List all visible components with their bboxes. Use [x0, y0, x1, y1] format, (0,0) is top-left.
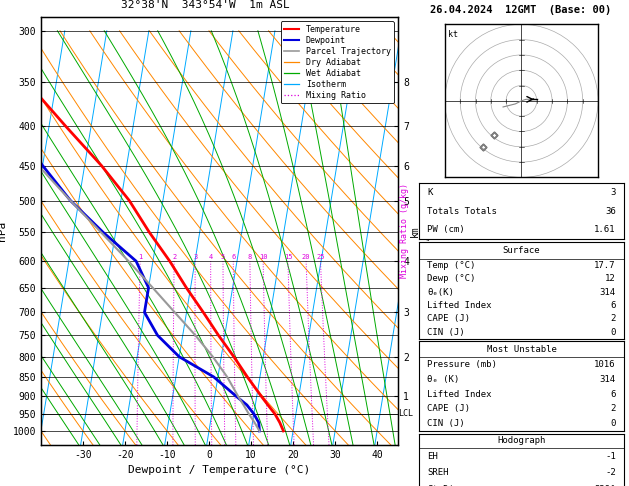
Text: CAPE (J): CAPE (J)	[427, 314, 470, 323]
Text: 6: 6	[231, 254, 235, 260]
Text: 0: 0	[610, 328, 616, 337]
Text: 0: 0	[610, 419, 616, 428]
Text: -1: -1	[605, 451, 616, 461]
Text: 2: 2	[610, 314, 616, 323]
Text: 36: 36	[605, 207, 616, 216]
Text: Dewp (°C): Dewp (°C)	[427, 275, 476, 283]
Text: Temp (°C): Temp (°C)	[427, 261, 476, 270]
Text: 329°: 329°	[594, 485, 616, 486]
Y-axis label: km
ASL: km ASL	[410, 222, 432, 240]
Text: EH: EH	[427, 451, 438, 461]
Text: 12: 12	[605, 275, 616, 283]
X-axis label: Dewpoint / Temperature (°C): Dewpoint / Temperature (°C)	[128, 465, 311, 475]
Text: 8: 8	[248, 254, 252, 260]
Text: CAPE (J): CAPE (J)	[427, 404, 470, 414]
Text: 314: 314	[599, 288, 616, 297]
Text: Totals Totals: Totals Totals	[427, 207, 497, 216]
Text: Lifted Index: Lifted Index	[427, 390, 492, 399]
Text: θₑ(K): θₑ(K)	[427, 288, 454, 297]
Text: 17.7: 17.7	[594, 261, 616, 270]
Text: 5: 5	[221, 254, 225, 260]
Text: 314: 314	[599, 375, 616, 384]
Text: CIN (J): CIN (J)	[427, 328, 465, 337]
Text: 32°38'N  343°54'W  1m ASL: 32°38'N 343°54'W 1m ASL	[121, 0, 290, 10]
Y-axis label: hPa: hPa	[0, 221, 7, 241]
Text: 1016: 1016	[594, 360, 616, 369]
Text: K: K	[427, 188, 433, 197]
Text: 4: 4	[209, 254, 213, 260]
Text: StmDir: StmDir	[427, 485, 459, 486]
Text: Lifted Index: Lifted Index	[427, 301, 492, 310]
Text: SREH: SREH	[427, 468, 448, 477]
Legend: Temperature, Dewpoint, Parcel Trajectory, Dry Adiabat, Wet Adiabat, Isotherm, Mi: Temperature, Dewpoint, Parcel Trajectory…	[281, 21, 394, 104]
Text: 2: 2	[172, 254, 176, 260]
Text: 10: 10	[259, 254, 267, 260]
Text: 20: 20	[302, 254, 310, 260]
Text: 15: 15	[284, 254, 292, 260]
Text: Surface: Surface	[503, 246, 540, 255]
Text: 26.04.2024  12GMT  (Base: 00): 26.04.2024 12GMT (Base: 00)	[430, 5, 611, 15]
Text: θₑ (K): θₑ (K)	[427, 375, 459, 384]
Text: 1.61: 1.61	[594, 226, 616, 234]
Text: kt: kt	[448, 31, 458, 39]
Text: Mixing Ratio (g/kg): Mixing Ratio (g/kg)	[400, 183, 409, 278]
Text: 3: 3	[610, 188, 616, 197]
Text: 6: 6	[610, 390, 616, 399]
Text: 1: 1	[138, 254, 142, 260]
Text: LCL: LCL	[399, 409, 413, 418]
Text: -2: -2	[605, 468, 616, 477]
Text: Most Unstable: Most Unstable	[486, 345, 557, 354]
Text: 3: 3	[193, 254, 198, 260]
Text: CIN (J): CIN (J)	[427, 419, 465, 428]
Text: Hodograph: Hodograph	[498, 436, 545, 445]
Text: 6: 6	[610, 301, 616, 310]
Text: PW (cm): PW (cm)	[427, 226, 465, 234]
Text: Pressure (mb): Pressure (mb)	[427, 360, 497, 369]
Text: 25: 25	[316, 254, 325, 260]
Text: 2: 2	[610, 404, 616, 414]
